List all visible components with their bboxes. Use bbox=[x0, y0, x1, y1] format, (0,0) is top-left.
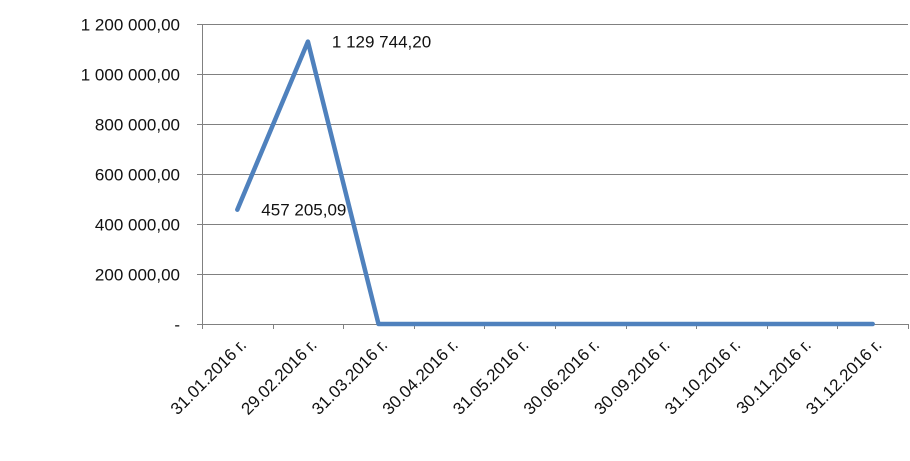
y-tick-label: 400 000,00 bbox=[95, 216, 180, 235]
y-tick-label: 800 000,00 bbox=[95, 116, 180, 135]
x-tick-label: 31.10.2016 г. bbox=[661, 335, 744, 418]
y-tick-label: 200 000,00 bbox=[95, 266, 180, 285]
data-label: 457 205,09 bbox=[261, 201, 346, 220]
y-tick-label: 1 200 000,00 bbox=[81, 16, 180, 35]
x-axis-tick-labels: 31.01.2016 г.29.02.2016 г.31.03.2016 г.3… bbox=[167, 335, 886, 418]
series-line-0 bbox=[235, 39, 875, 327]
series-lines bbox=[235, 39, 875, 327]
data-labels: 457 205,09 1 129 744,20 bbox=[261, 33, 431, 220]
axes bbox=[197, 24, 909, 329]
y-tick-label: 600 000,00 bbox=[95, 166, 180, 185]
y-axis-tick-labels: - 200 000,00 400 000,00 600 000,00 800 000,0… bbox=[81, 16, 180, 335]
gridlines bbox=[202, 24, 908, 275]
y-tick-label: - bbox=[174, 316, 180, 335]
data-label: 1 129 744,20 bbox=[332, 33, 431, 52]
y-tick-label: 1 000 000,00 bbox=[81, 66, 180, 85]
x-tick-label: 31.12.2016 г. bbox=[802, 335, 885, 418]
